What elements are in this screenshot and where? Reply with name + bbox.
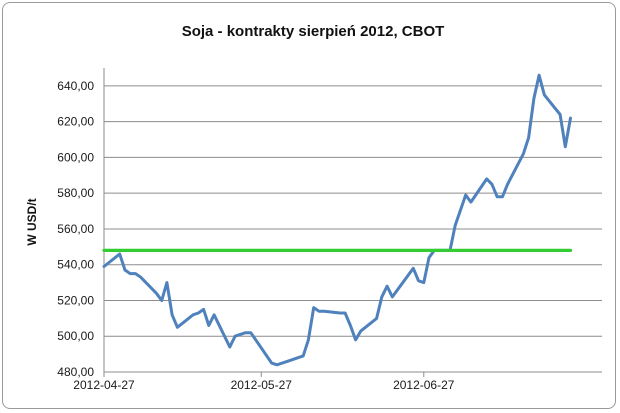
series-lines <box>102 73 573 367</box>
y-tick-label: 600,00 <box>57 150 94 164</box>
y-axis-title: W USD/t <box>25 198 39 245</box>
y-tick-label: 520,00 <box>57 293 94 307</box>
chart-title: Soja - kontrakty sierpień 2012, CBOT <box>182 23 445 40</box>
y-tick-label: 580,00 <box>57 186 94 200</box>
x-tick-label: 2012-06-27 <box>393 378 455 392</box>
axes <box>103 68 425 377</box>
x-tick-labels: 2012-04-27 2012-05-27 2012-06-27 <box>73 378 454 392</box>
x-tick-label: 2012-04-27 <box>73 378 135 392</box>
y-tick-label: 560,00 <box>57 222 94 236</box>
y-tick-label: 480,00 <box>57 365 94 379</box>
series-line-price <box>102 73 572 367</box>
x-tick-label: 2012-05-27 <box>231 378 293 392</box>
y-tick-label: 640,00 <box>57 79 94 93</box>
y-tick-labels: 480,00 500,00 520,00 540,00 560,00 580,00 600,… <box>57 79 94 379</box>
y-tick-label: 540,00 <box>57 258 94 272</box>
y-tick-label: 500,00 <box>57 329 94 343</box>
y-tick-label: 620,00 <box>57 115 94 129</box>
grid-lines <box>104 85 602 373</box>
